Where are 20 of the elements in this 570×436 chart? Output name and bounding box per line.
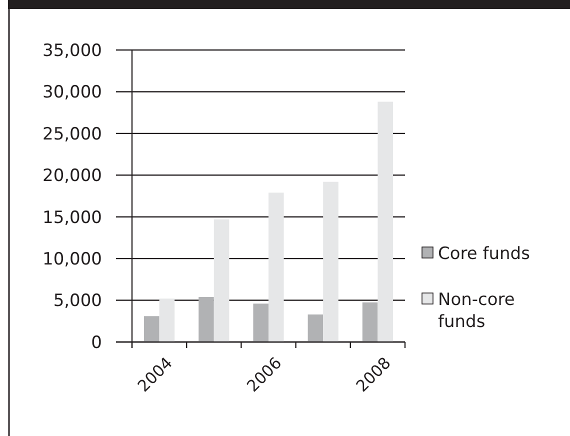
bar bbox=[159, 298, 175, 342]
y-tick-label: 30,000 bbox=[42, 82, 102, 103]
bar bbox=[144, 316, 160, 342]
bar bbox=[198, 296, 214, 342]
y-tick-label: 10,000 bbox=[42, 250, 102, 270]
y-tick-label: 15,000 bbox=[42, 208, 102, 228]
bar bbox=[308, 314, 324, 342]
bar bbox=[268, 192, 284, 342]
bar bbox=[362, 302, 378, 342]
bar bbox=[253, 304, 268, 342]
y-tick-label: 25,000 bbox=[42, 124, 102, 144]
y-tick-label: 5,000 bbox=[53, 291, 102, 312]
y-tick-label: 20,000 bbox=[42, 166, 102, 186]
y-tick-label: 0 bbox=[91, 332, 102, 353]
y-tick-label: 35,000 bbox=[42, 40, 102, 61]
bar bbox=[378, 102, 393, 342]
bar bbox=[214, 219, 230, 342]
legend-label: Non-core funds bbox=[438, 290, 515, 332]
legend-label: Core funds bbox=[438, 244, 530, 264]
bar bbox=[323, 182, 338, 342]
